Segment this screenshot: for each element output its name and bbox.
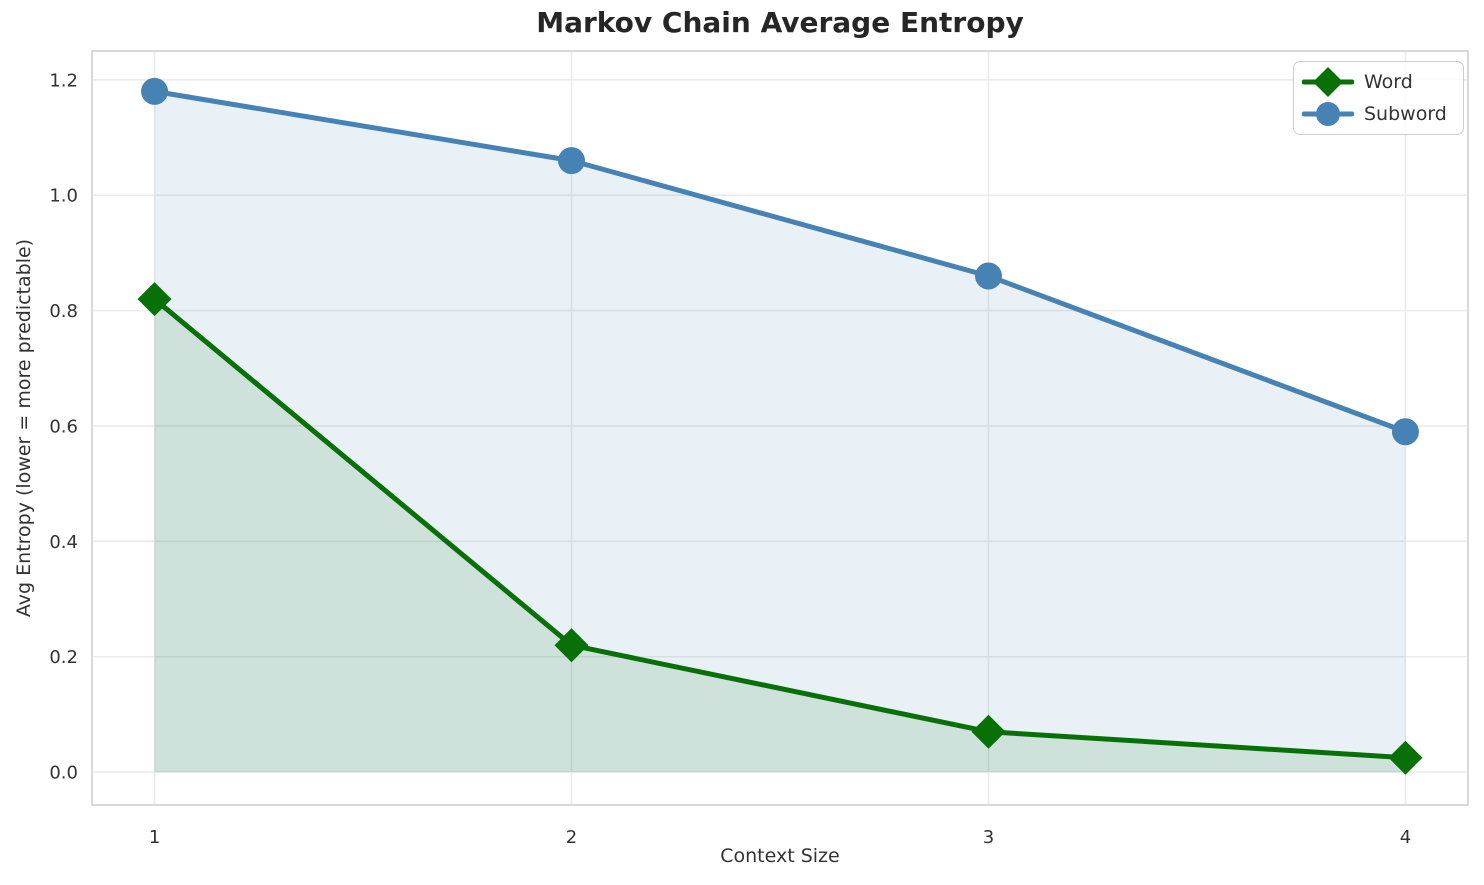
chart-title: Markov Chain Average Entropy bbox=[536, 6, 1024, 39]
series-line bbox=[152, 88, 1408, 435]
y-axis-label: Avg Entropy (lower = more predictable) bbox=[13, 238, 35, 618]
data-point-marker bbox=[137, 282, 172, 317]
series-line bbox=[152, 296, 1408, 761]
x-tick-label: 3 bbox=[983, 827, 994, 848]
y-tick-label: 1.0 bbox=[49, 186, 78, 207]
x-tick-label: 2 bbox=[566, 827, 577, 848]
x-tick-label: 4 bbox=[1400, 827, 1411, 848]
data-point-marker bbox=[971, 714, 1006, 749]
data-point-marker bbox=[558, 147, 586, 175]
area-fill bbox=[154, 299, 1406, 773]
subword-circle-marker-icon bbox=[1301, 98, 1355, 130]
data-point-marker bbox=[1391, 418, 1419, 446]
data-point-marker bbox=[554, 628, 589, 663]
area-fill bbox=[154, 91, 1406, 773]
legend-label: Subword bbox=[1364, 103, 1447, 125]
x-tick-label: 1 bbox=[149, 827, 160, 848]
y-tick-label: 0.8 bbox=[49, 301, 78, 322]
plot-border bbox=[91, 50, 1469, 806]
y-tick-label: 1.2 bbox=[49, 70, 78, 91]
data-point-marker bbox=[974, 262, 1002, 290]
x-axis-label: Context Size bbox=[720, 845, 840, 867]
y-tick-label: 0.4 bbox=[49, 532, 78, 553]
legend-item-subword: Subword bbox=[1301, 98, 1447, 130]
legend: Word Subword bbox=[1293, 61, 1464, 135]
legend-label: Word bbox=[1364, 71, 1413, 93]
word-diamond-marker-icon bbox=[1301, 66, 1355, 98]
data-point-marker bbox=[141, 77, 169, 105]
y-tick-label: 0.0 bbox=[49, 763, 78, 784]
y-tick-label: 0.2 bbox=[49, 647, 78, 668]
legend-item-word: Word bbox=[1301, 66, 1447, 98]
data-point-marker bbox=[1388, 740, 1423, 775]
y-tick-label: 0.6 bbox=[49, 416, 78, 437]
